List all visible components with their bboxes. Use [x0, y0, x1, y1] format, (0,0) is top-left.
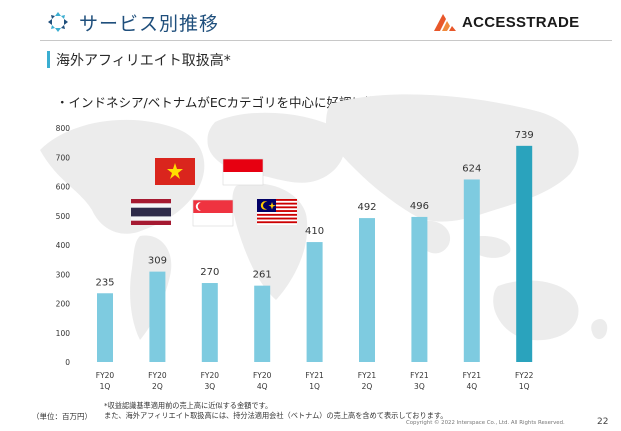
x-tick-label: FY20: [253, 371, 272, 380]
x-tick-label: FY21: [305, 371, 324, 380]
y-tick-label: 800: [56, 124, 71, 133]
y-tick-label: 200: [56, 300, 71, 309]
x-tick-label: FY20: [201, 371, 220, 380]
bar-value-label: 410: [305, 226, 324, 237]
malaysia-flag: [257, 199, 297, 225]
y-tick-label: 700: [56, 153, 71, 162]
bar-value-label: 492: [357, 202, 376, 213]
x-tick-label: 2Q: [362, 382, 373, 391]
section-subtitle: 海外アフィリエイト取扱高*: [56, 53, 231, 69]
copyright: Copyright © 2022 Interspace Co., Ltd. Al…: [406, 420, 565, 426]
x-tick-label: 1Q: [100, 382, 111, 391]
thailand-flag: [131, 199, 171, 225]
y-axis: 0 100 200 300 400 500 600 700 800: [56, 124, 71, 367]
bar: [411, 216, 428, 362]
bar: [359, 218, 375, 362]
vietnam-flag: [155, 158, 195, 185]
y-tick-label: 0: [65, 358, 70, 367]
accesstrade-logo-icon: [434, 14, 456, 31]
page-number: 22: [597, 417, 609, 427]
bar: [149, 271, 166, 362]
x-tick-label: FY20: [96, 371, 115, 380]
bar: [516, 145, 533, 362]
x-axis: FY20 1Q FY20 2Q FY20 3Q FY20 4Q FY21 1Q FY21 2Q FY21…: [96, 371, 534, 391]
brand-name: ACCESSTRADE: [462, 14, 580, 31]
company-logo-icon: [48, 12, 68, 32]
x-tick-label: 4Q: [257, 382, 268, 391]
world-map-background: [40, 94, 608, 341]
page-title: サービス別推移: [79, 13, 220, 35]
y-tick-label: 500: [56, 212, 71, 221]
footnote-1: *収益認識基準適用前の売上高に近似する金額です。: [104, 401, 273, 410]
bar: [97, 293, 113, 362]
x-tick-label: 2Q: [152, 382, 163, 391]
x-tick-label: FY21: [410, 371, 429, 380]
x-tick-label: FY21: [463, 371, 482, 380]
y-tick-label: 300: [56, 270, 71, 279]
footnote-2: また、海外アフィリエイト取扱高には、持分法適用会社（ベトナム）の売上高を含めて表…: [104, 411, 448, 420]
x-tick-label: 4Q: [466, 382, 477, 391]
bar-value-label: 270: [200, 267, 219, 278]
x-tick-label: FY20: [148, 371, 167, 380]
bar-value-label: 309: [148, 256, 167, 267]
bar-value-label: 235: [95, 277, 114, 288]
header-divider: [40, 40, 612, 41]
bar-series: 235 309 270 261 410 492 496 624 739: [95, 130, 534, 362]
bar-value-label: 624: [462, 163, 481, 174]
indonesia-flag: [222, 158, 264, 186]
header: サービス別推移 ACCESSTRADE: [0, 0, 621, 40]
y-tick-label: 400: [56, 241, 71, 250]
x-tick-label: FY21: [358, 371, 377, 380]
summary-bullet: ・インドネシア/ベトナムがECカテゴリを中心に好調に推移: [56, 95, 389, 110]
x-tick-label: 1Q: [309, 382, 320, 391]
bar: [201, 283, 218, 362]
bar-value-label: 496: [410, 201, 429, 212]
bar: [306, 242, 323, 362]
x-tick-label: 3Q: [414, 382, 425, 391]
singapore-flag: [192, 199, 234, 227]
x-tick-label: 1Q: [519, 382, 530, 391]
bar: [463, 179, 480, 362]
y-tick-label: 100: [56, 329, 71, 338]
bar: [254, 285, 271, 362]
unit-note: （単位：百万円）: [32, 412, 92, 421]
x-tick-label: 3Q: [204, 382, 215, 391]
subtitle-accent-bar: [47, 51, 50, 68]
bar-value-label: 261: [253, 270, 272, 281]
bar-value-label: 739: [515, 130, 534, 141]
y-tick-label: 600: [56, 183, 71, 192]
x-tick-label: FY22: [515, 371, 534, 380]
